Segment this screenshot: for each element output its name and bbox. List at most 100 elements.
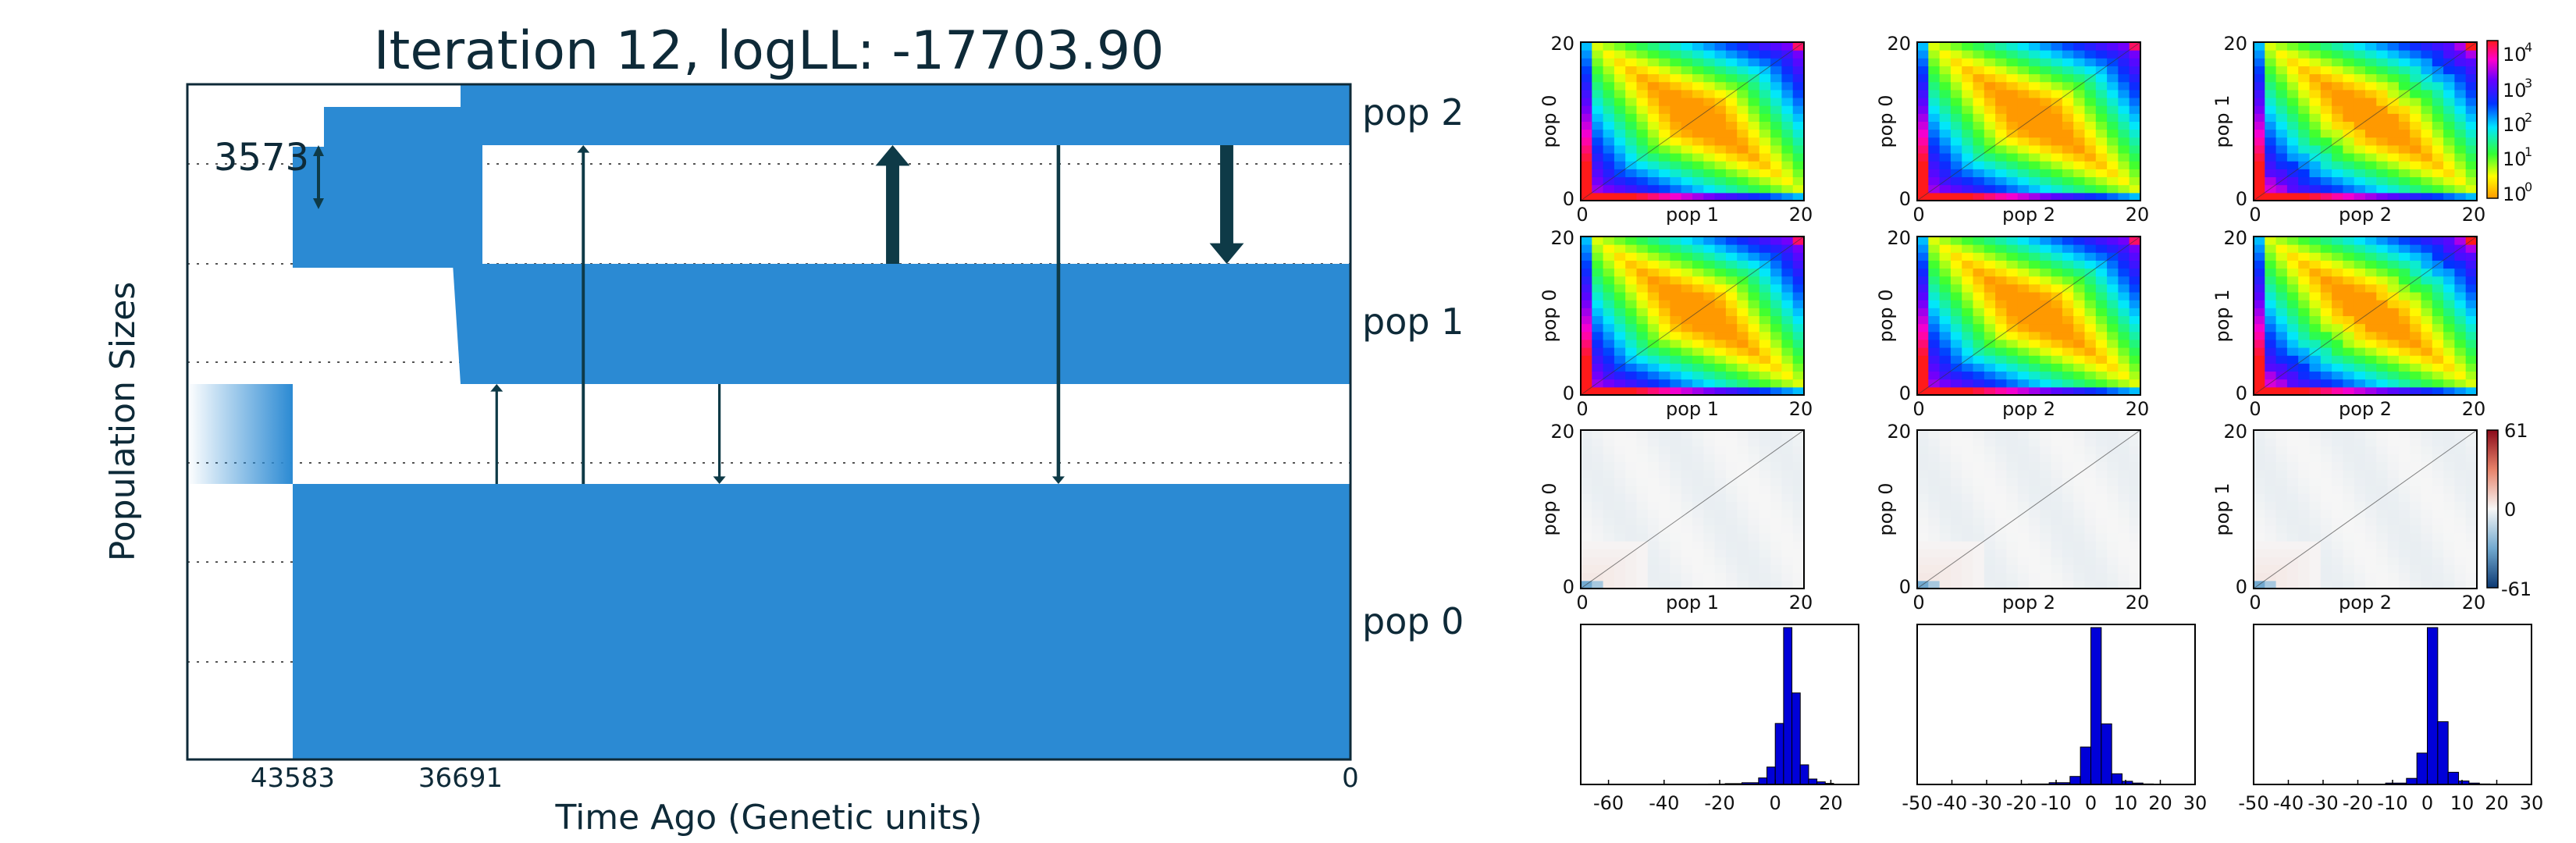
- pop-0-label: pop 0: [1362, 600, 1464, 642]
- histogram-bar: [2069, 776, 2081, 785]
- heatmap-x-label: pop 2: [2002, 592, 2055, 614]
- histogram-x-tick: -10: [2041, 792, 2071, 814]
- heatmap-x-tick: 0: [1912, 398, 1924, 420]
- heatmap-y-tick: 0: [2236, 382, 2247, 404]
- heatmap-x-tick: 20: [2462, 398, 2486, 420]
- migration-arrow: [490, 384, 503, 484]
- chart-title: Iteration 12, logLL: -17703.90: [374, 20, 1165, 82]
- heatmap-x-label: pop 2: [2339, 398, 2392, 420]
- histogram-panels: -60 -40 -20 0 20 -50 -40 -30 -20 -10 0 10 20 30 -50 -40…: [1580, 624, 2544, 814]
- pop-1-block: [453, 264, 1350, 384]
- heatmap-y-tick: 0: [1563, 382, 1574, 404]
- residual-colorbar: 61 0 -61: [2486, 420, 2532, 600]
- heatmap-panel: pop 2 pop 1 0 20 0 20: [2211, 421, 2485, 614]
- colorbar-tick-base: 10: [2503, 114, 2527, 136]
- colorbar-tick-exponent: 4: [2524, 40, 2532, 55]
- histogram-bar: [2090, 627, 2102, 785]
- heatmap-y-tick: 20: [1550, 33, 1574, 55]
- histogram-x-tick: -40: [2273, 792, 2304, 814]
- plot-frame: [186, 83, 1352, 761]
- size-scale-label: 3573: [214, 136, 309, 180]
- heatmap-x-label: pop 2: [2339, 204, 2392, 226]
- heatmap-x-label: pop 1: [1666, 204, 1719, 226]
- ancestral-pop-block: [187, 384, 293, 484]
- colorbar-tick-exponent: 0: [2524, 180, 2532, 194]
- colorbar-tick-exponent: 3: [2524, 76, 2532, 91]
- colorbar-tick-base: 10: [2503, 148, 2527, 170]
- pop-0-block: [293, 484, 1350, 759]
- heatmap-x-label: pop 1: [1666, 398, 1719, 420]
- heatmap-panel: pop 2 pop 1 0 20 0 20: [2211, 33, 2485, 226]
- heatmap-x-tick: 0: [2249, 398, 2261, 420]
- x-tick-label: 0: [1342, 763, 1359, 794]
- histogram-x-tick: -60: [1593, 792, 1624, 814]
- heatmap-x-tick: 0: [1912, 592, 1924, 614]
- heatmap-y-tick: 20: [1887, 421, 1911, 443]
- histogram-x-tick: -30: [2307, 792, 2338, 814]
- colorbar-tick-label: 0: [2504, 499, 2516, 521]
- migration-arrows: [490, 145, 1244, 484]
- histogram-x-tick: 10: [2114, 792, 2138, 814]
- histogram-x-tick: 0: [2085, 792, 2097, 814]
- heatmap-y-tick: 20: [2223, 33, 2247, 55]
- histogram-panel: -60 -40 -20 0 20: [1580, 624, 1859, 814]
- colorbar-tick-label: 103: [2503, 76, 2532, 101]
- histogram-bar: [2080, 746, 2091, 785]
- heatmap-x-tick: 0: [2249, 204, 2261, 226]
- heatmap-x-tick: 20: [1789, 398, 1813, 420]
- histogram-x-tick: -20: [2343, 792, 2373, 814]
- heatmap-y-tick: 0: [2236, 576, 2247, 598]
- heatmap-y-tick: 20: [1887, 33, 1911, 55]
- histogram-x-tick: -30: [1971, 792, 2001, 814]
- heatmap-x-tick: 0: [2249, 592, 2261, 614]
- pop-2-gap: [461, 209, 482, 264]
- histogram-x-tick: 30: [2183, 792, 2208, 814]
- heatmap-y-tick: 0: [1563, 576, 1574, 598]
- size-scale-bar: 3573: [214, 136, 324, 209]
- histogram-x-tick: -10: [2377, 792, 2407, 814]
- heatmap-y-tick: 0: [1899, 188, 1911, 210]
- histogram-bar: [2416, 752, 2428, 785]
- colorbar-tick-label: 104: [2503, 40, 2532, 66]
- heatmap-y-tick: 0: [1899, 382, 1911, 404]
- histogram-x-tick: 0: [1770, 792, 1781, 814]
- heatmap-y-label: pop 0: [1539, 289, 1560, 342]
- x-tick-label: 36691: [418, 763, 503, 794]
- heatmap-y-label: pop 0: [1539, 482, 1560, 535]
- heatmap-x-tick: 20: [2126, 204, 2150, 226]
- histogram-bar: [1758, 777, 1768, 785]
- histogram-x-tick: -40: [1937, 792, 1967, 814]
- heatmap-panel: pop 2 pop 0 0 20 0 20: [1875, 33, 2149, 226]
- heatmap-y-label: pop 0: [1875, 94, 1897, 148]
- heatmap-y-tick: 0: [2236, 188, 2247, 210]
- histogram-x-tick: -50: [2238, 792, 2268, 814]
- heatmap-y-tick: 20: [2223, 227, 2247, 249]
- heatmap-x-tick: 20: [1789, 592, 1813, 614]
- heatmap-x-tick: 0: [1576, 592, 1588, 614]
- histogram-panel: -50 -40 -30 -20 -10 0 10 20 30: [1902, 624, 2207, 814]
- x-tick-label: 43583: [251, 763, 335, 794]
- heatmap-x-label: pop 2: [2339, 592, 2392, 614]
- y-axis-label: Population Sizes: [103, 282, 143, 561]
- colorbar-tick-label: 101: [2503, 144, 2532, 170]
- histogram-x-tick: 20: [2148, 792, 2172, 814]
- histogram-bar: [2406, 777, 2418, 785]
- heatmap-y-tick: 20: [1887, 227, 1911, 249]
- demography-panel: Iteration 12, logLL: -17703.90 Populatio…: [103, 20, 1464, 838]
- heatmap-x-label: pop 1: [1666, 592, 1719, 614]
- histogram-x-tick: 30: [2520, 792, 2544, 814]
- pop-2-early-block: [293, 84, 1350, 264]
- migration-arrow: [875, 145, 910, 264]
- heatmap-x-tick: 20: [2126, 592, 2150, 614]
- pop-2-label: pop 2: [1362, 91, 1464, 133]
- histogram-x-tick: 20: [1819, 792, 1843, 814]
- histogram-bar: [1791, 692, 1801, 785]
- heatmap-x-label: pop 2: [2002, 204, 2055, 226]
- histogram-bar: [2437, 721, 2449, 785]
- colorbar-tick-label: 100: [2503, 180, 2532, 205]
- heatmap-y-tick: 20: [1550, 227, 1574, 249]
- migration-arrow: [713, 384, 726, 484]
- histogram-bar: [2447, 771, 2460, 785]
- colorbar-tick-base: 10: [2503, 183, 2527, 205]
